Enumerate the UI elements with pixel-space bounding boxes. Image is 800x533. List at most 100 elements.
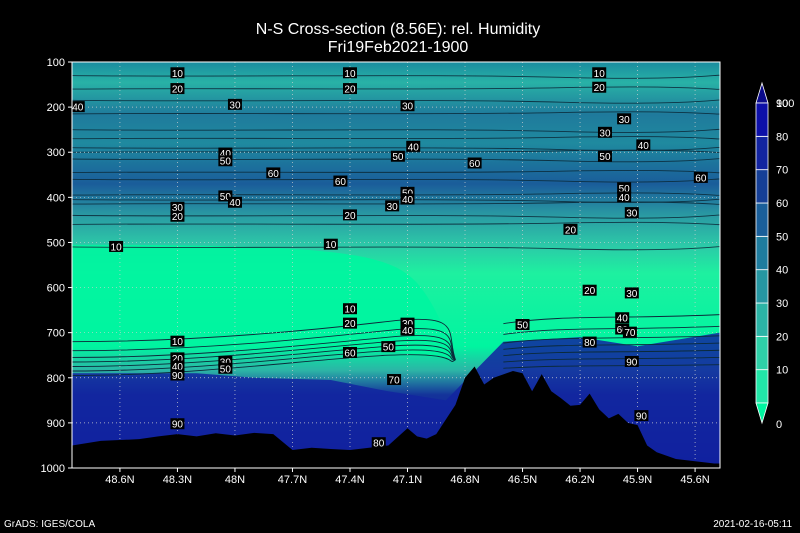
x-tick-label: 48.6N — [105, 474, 134, 486]
contour-label-text: 30 — [626, 289, 638, 300]
y-tick-label: 500 — [47, 237, 65, 249]
contour-label: 70 — [622, 326, 637, 339]
contour-label-text: 20 — [344, 211, 356, 222]
contour-label: 30 — [227, 98, 242, 111]
contour-label: 40 — [617, 191, 632, 204]
contour-label-text: 10 — [344, 305, 356, 316]
contour-label-text: 60 — [335, 177, 347, 188]
colorbar-label: 90 — [776, 98, 788, 110]
dry-layer-low-troposphere — [72, 244, 456, 360]
contour-label-box — [390, 150, 405, 162]
contour-label: 40 — [72, 101, 85, 114]
contour-label: 10 — [170, 335, 185, 348]
contour-label: 80 — [582, 336, 597, 349]
y-tick-label: 100 — [47, 57, 65, 69]
chart-title: N-S Cross-section (8.56E): rel. Humidity — [256, 21, 541, 38]
y-tick-label: 1000 — [41, 463, 65, 475]
contour-label-text: 20 — [172, 354, 184, 365]
contour-label-text: 20 — [594, 83, 606, 94]
contour-label-box — [170, 83, 185, 95]
x-tick-label: 48.3N — [163, 474, 192, 486]
contour-label-text: 50 — [383, 343, 395, 354]
contour-label-text: 10 — [111, 242, 123, 253]
contour-label-box — [342, 317, 357, 329]
contour-label-text: 10 — [172, 69, 184, 80]
contour-label-text: 50 — [619, 184, 631, 195]
contour-label: 40 — [218, 147, 233, 160]
contour-label: 60 — [467, 157, 482, 170]
contour-label-text: 20 — [172, 85, 184, 96]
y-tick-label: 800 — [47, 373, 65, 385]
colorbar-segment — [755, 335, 769, 371]
contour-label: 50 — [390, 150, 405, 163]
contour-label-box — [371, 437, 386, 449]
contour-label: 30 — [170, 201, 185, 214]
contour-label-text: 30 — [172, 203, 184, 214]
contour-label-box — [597, 126, 612, 138]
colorbar-label: 60 — [776, 198, 788, 210]
contour-label-box — [582, 284, 597, 296]
contour-label: 50 — [515, 318, 530, 331]
contour-label: 30 — [624, 207, 639, 220]
contour-label-box — [563, 223, 578, 235]
colorbar-label: 0 — [776, 419, 782, 431]
contour-label-box — [592, 67, 607, 79]
y-tick-label: 300 — [47, 147, 65, 159]
contour-label-box — [400, 100, 415, 112]
contour-label-text: 60 — [344, 348, 356, 359]
contour-label-text: 90 — [626, 357, 638, 368]
contour-label-text: 30 — [402, 102, 414, 113]
x-tick-label: 45.9N — [623, 474, 652, 486]
contour-label-box — [342, 346, 357, 358]
contour-label-text: 30 — [387, 202, 399, 213]
colorbar-label: 50 — [776, 231, 788, 243]
x-tick-label: 47.1N — [393, 474, 422, 486]
contour-label-box — [592, 81, 607, 93]
contour-label-box — [342, 67, 357, 79]
contour-label-text: 40 — [402, 326, 414, 337]
contour-label: 40 — [170, 360, 185, 373]
contour-label: 10 — [342, 303, 357, 316]
contour-label-text: 80 — [584, 338, 596, 349]
y-tick-label: 700 — [47, 328, 65, 340]
contour-label: 30 — [624, 287, 639, 300]
contour-label: 20 — [170, 352, 185, 365]
contour-label-text: 90 — [636, 412, 648, 423]
y-tick-label: 200 — [47, 102, 65, 114]
terrain — [72, 366, 720, 468]
colorbar-label: 20 — [776, 331, 788, 343]
contour-label-text: 90 — [172, 420, 184, 431]
contour-label-text: 40 — [619, 193, 631, 204]
contour-label: 60 — [333, 175, 348, 188]
contour-label-box — [227, 98, 242, 110]
x-tick-label: 46.5N — [508, 474, 537, 486]
contour-label-box — [400, 317, 415, 329]
contour-label-box — [170, 210, 185, 222]
colorbar-label: 40 — [776, 265, 788, 277]
contour-label-box — [170, 201, 185, 213]
contour-label-box — [400, 324, 415, 336]
contour-label-text: 60 — [469, 159, 481, 170]
contour-label-text: 20 — [344, 85, 356, 96]
x-tick-label: 46.2N — [565, 474, 594, 486]
contour-label-box — [636, 139, 651, 151]
footer-right: 2021-02-16-05:11 — [713, 519, 792, 530]
contour-label: 90 — [634, 410, 649, 423]
contour-label-box — [582, 336, 597, 348]
colorbar-segment — [755, 302, 769, 337]
contour-label: 30 — [400, 100, 415, 113]
contour-lines — [72, 74, 720, 376]
contour-label-text: 50 — [392, 152, 404, 163]
contour-label-text: 10 — [344, 69, 356, 80]
contour-label-box — [624, 287, 639, 299]
contour-label-text: 20 — [344, 319, 356, 330]
y-tick-label: 900 — [47, 418, 65, 430]
contour-label-box — [617, 182, 632, 194]
contour-label-text: 30 — [626, 209, 638, 220]
y-tick-label: 600 — [47, 283, 65, 295]
contour-label: 10 — [323, 238, 338, 251]
contour-label: 20 — [342, 317, 357, 330]
contour-label-text: 40 — [408, 142, 420, 153]
contour-label: 50 — [617, 182, 632, 195]
y-tick-label: 400 — [47, 192, 65, 204]
